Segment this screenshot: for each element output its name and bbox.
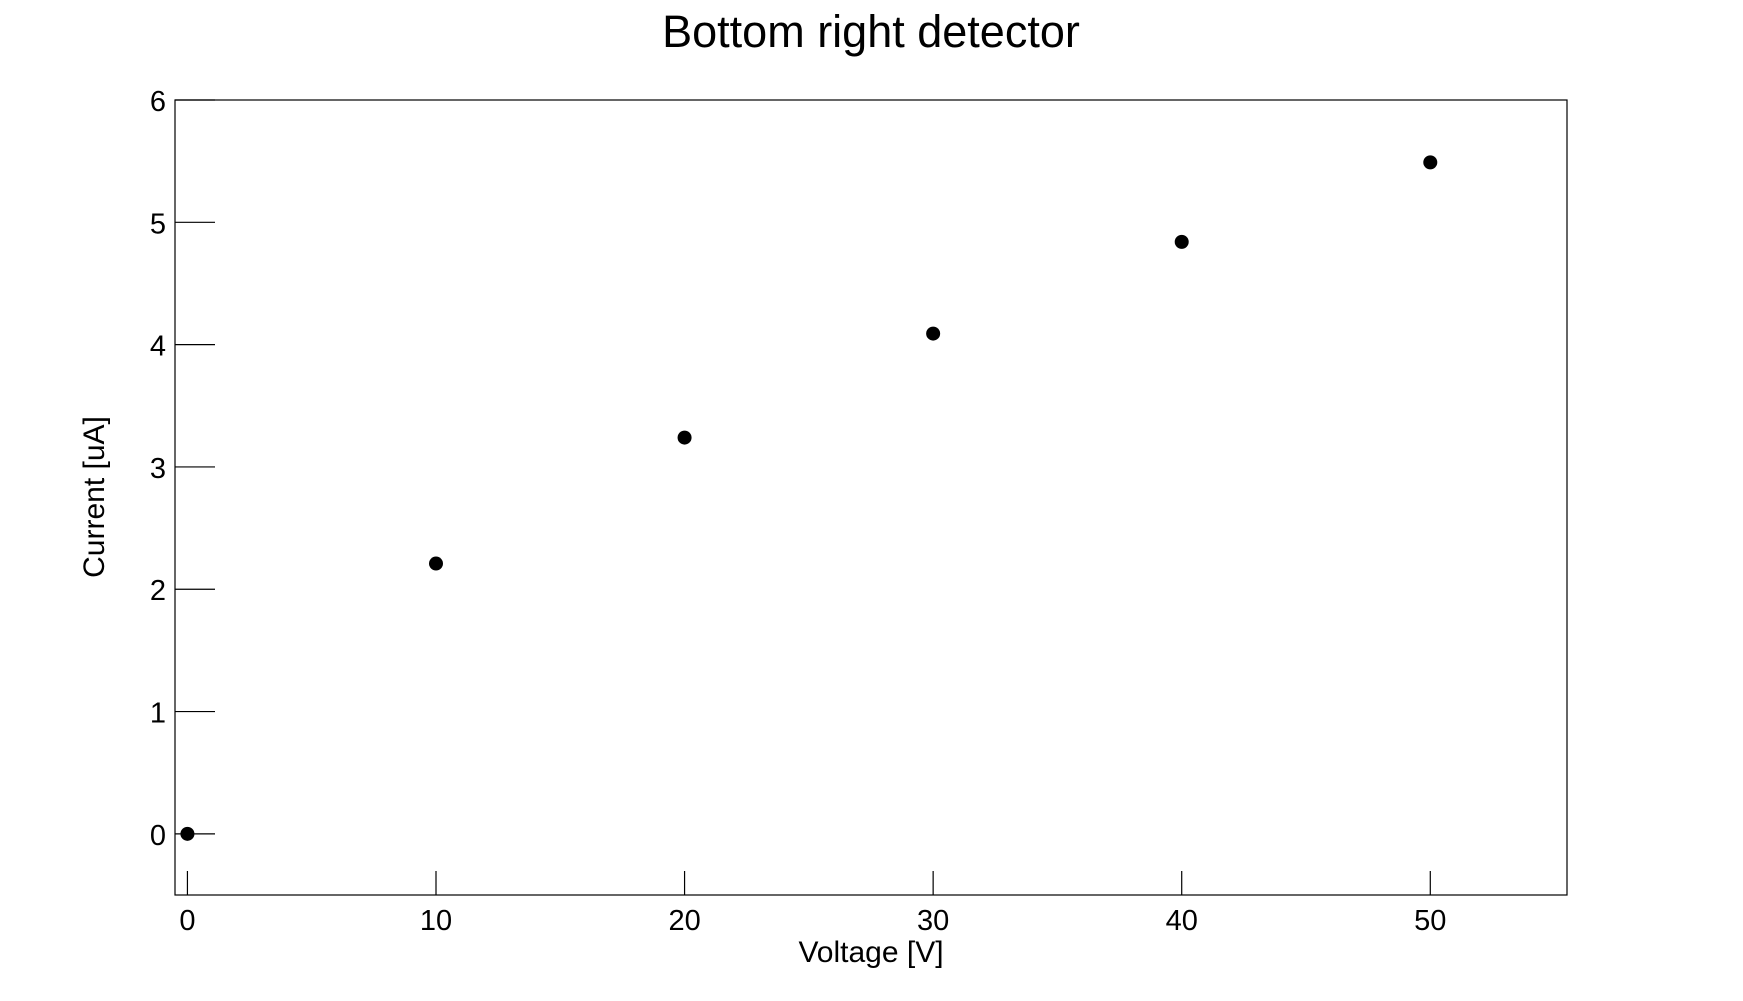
x-tick-label: 40 — [1166, 905, 1198, 937]
y-axis-label: Current [uA] — [78, 416, 111, 578]
y-tick-label: 3 — [150, 453, 166, 485]
data-point — [1174, 234, 1189, 249]
y-tick-label: 2 — [150, 575, 166, 607]
x-tick-label: 20 — [668, 905, 700, 937]
y-tick-label: 4 — [150, 331, 166, 363]
y-tick-label: 1 — [150, 698, 166, 730]
data-point — [429, 556, 443, 571]
data-point — [1423, 155, 1438, 170]
chart-title: Bottom right detector — [662, 6, 1080, 57]
y-tick-label: 5 — [150, 208, 166, 240]
x-tick-label: 30 — [917, 905, 949, 937]
y-tick-label: 0 — [150, 820, 166, 852]
x-tick-label: 10 — [420, 905, 452, 937]
x-axis-label: Voltage [V] — [798, 936, 943, 969]
x-tick-label: 0 — [179, 905, 195, 937]
data-point — [926, 326, 941, 341]
data-point — [677, 430, 692, 445]
y-tick-label: 6 — [150, 86, 166, 118]
data-point — [180, 826, 195, 841]
plot-frame — [174, 99, 1568, 896]
x-tick-label: 50 — [1414, 905, 1446, 937]
